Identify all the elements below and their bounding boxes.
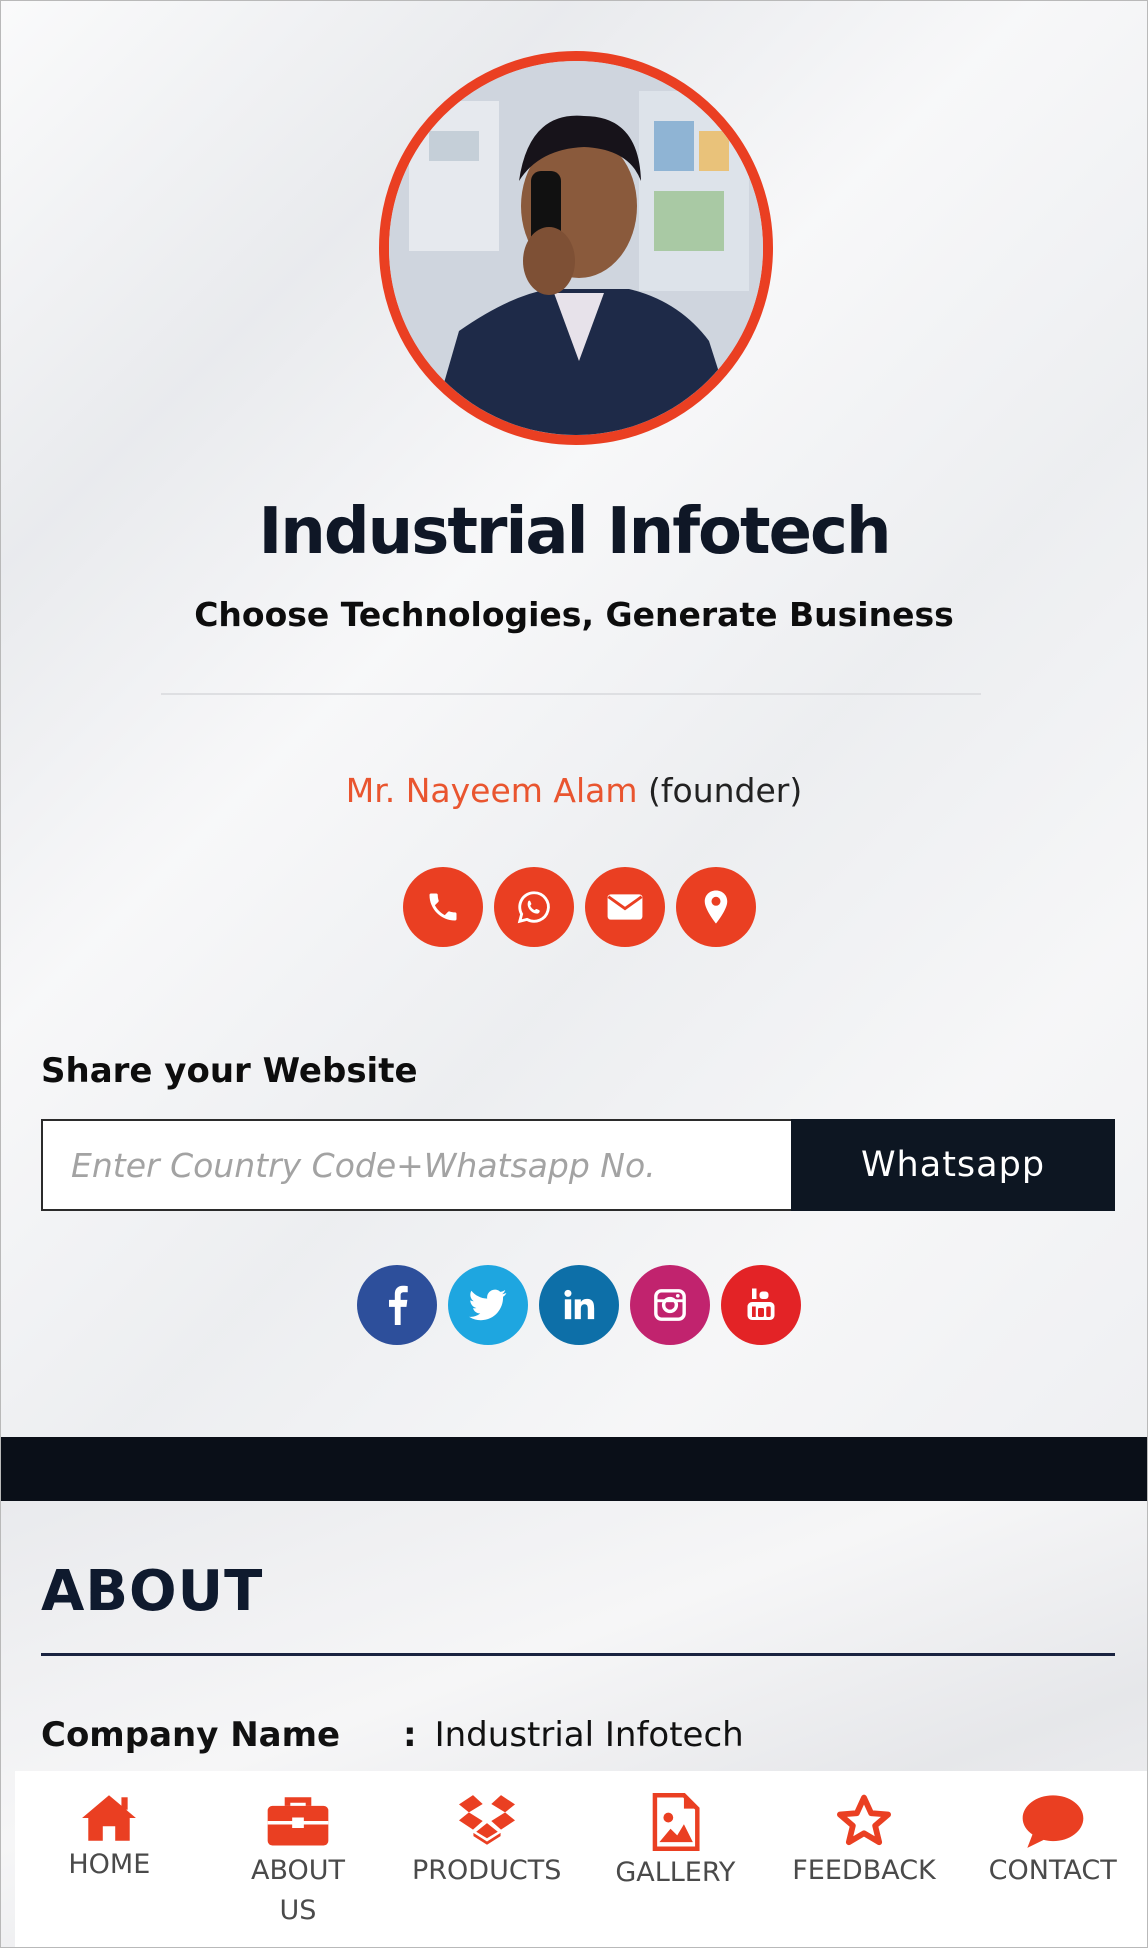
- youtube-link[interactable]: [721, 1265, 801, 1345]
- dropbox-icon: [458, 1795, 515, 1845]
- tagline: Choose Technologies, Generate Business: [194, 595, 954, 634]
- nav-contact[interactable]: CONTACT: [958, 1771, 1147, 1947]
- whatsapp-icon: [517, 891, 550, 924]
- about-title: ABOUT: [41, 1559, 264, 1624]
- twitter-icon: [469, 1289, 507, 1321]
- youtube-icon: [747, 1288, 775, 1320]
- profile-hero: Industrial Infotech Choose Technologies,…: [1, 1, 1147, 1437]
- share-form: Whatsapp: [41, 1119, 1115, 1211]
- about-key: Company Name: [41, 1715, 341, 1755]
- email-button[interactable]: [585, 867, 665, 947]
- instagram-icon: [654, 1289, 686, 1321]
- about-separator: :: [403, 1715, 417, 1755]
- company-title: Industrial Infotech: [258, 495, 891, 569]
- nav-products[interactable]: PRODUCTS: [392, 1771, 581, 1947]
- phone-icon: [429, 893, 457, 921]
- chat-bubble-icon: [1022, 1795, 1084, 1848]
- nav-feedback[interactable]: FEEDBACK: [770, 1771, 959, 1947]
- twitter-link[interactable]: [448, 1265, 528, 1345]
- whatsapp-share-button[interactable]: Whatsapp: [791, 1119, 1115, 1211]
- location-button[interactable]: [676, 867, 756, 947]
- nav-home[interactable]: HOME: [15, 1771, 204, 1947]
- divider: [161, 693, 981, 695]
- contact-actions: [403, 867, 756, 947]
- facebook-link[interactable]: [357, 1265, 437, 1345]
- call-button[interactable]: [403, 867, 483, 947]
- person-name: Mr. Nayeem Alam: [345, 771, 638, 810]
- about-row-company-name: Company Name: Industrial Infotech: [41, 1715, 744, 1755]
- email-icon: [607, 894, 643, 920]
- profile-photo: [389, 61, 763, 435]
- share-label: Share your Website: [41, 1051, 418, 1091]
- bottom-navigation: HOME ABOUT US PRODUCTS GALLER: [15, 1771, 1147, 1947]
- star-icon: [837, 1794, 892, 1846]
- linkedin-icon: [564, 1289, 595, 1320]
- nav-label: GALLERY: [615, 1857, 736, 1888]
- nav-label: ABOUT US: [250, 1855, 346, 1926]
- nav-label: PRODUCTS: [412, 1855, 562, 1886]
- section-separator: [1, 1437, 1147, 1501]
- nav-label: CONTACT: [988, 1855, 1117, 1886]
- linkedin-link[interactable]: [539, 1265, 619, 1345]
- nav-label: HOME: [68, 1849, 151, 1880]
- nav-label: FEEDBACK: [792, 1855, 936, 1886]
- about-value: Industrial Infotech: [434, 1715, 744, 1755]
- home-icon: [82, 1795, 137, 1841]
- avatar: [379, 51, 773, 445]
- whatsapp-number-input[interactable]: [41, 1119, 791, 1211]
- nav-about-us[interactable]: ABOUT US: [204, 1771, 393, 1947]
- briefcase-icon: [267, 1797, 329, 1846]
- instagram-link[interactable]: [630, 1265, 710, 1345]
- location-icon: [704, 890, 728, 924]
- social-links: [357, 1265, 801, 1345]
- person-role: (founder): [648, 771, 803, 810]
- facebook-icon: [389, 1285, 408, 1325]
- image-icon: [653, 1793, 700, 1851]
- nav-gallery[interactable]: GALLERY: [581, 1771, 770, 1947]
- person-line: Mr. Nayeem Alam (founder): [1, 771, 1147, 810]
- whatsapp-button[interactable]: [494, 867, 574, 947]
- about-rule: [41, 1653, 1115, 1656]
